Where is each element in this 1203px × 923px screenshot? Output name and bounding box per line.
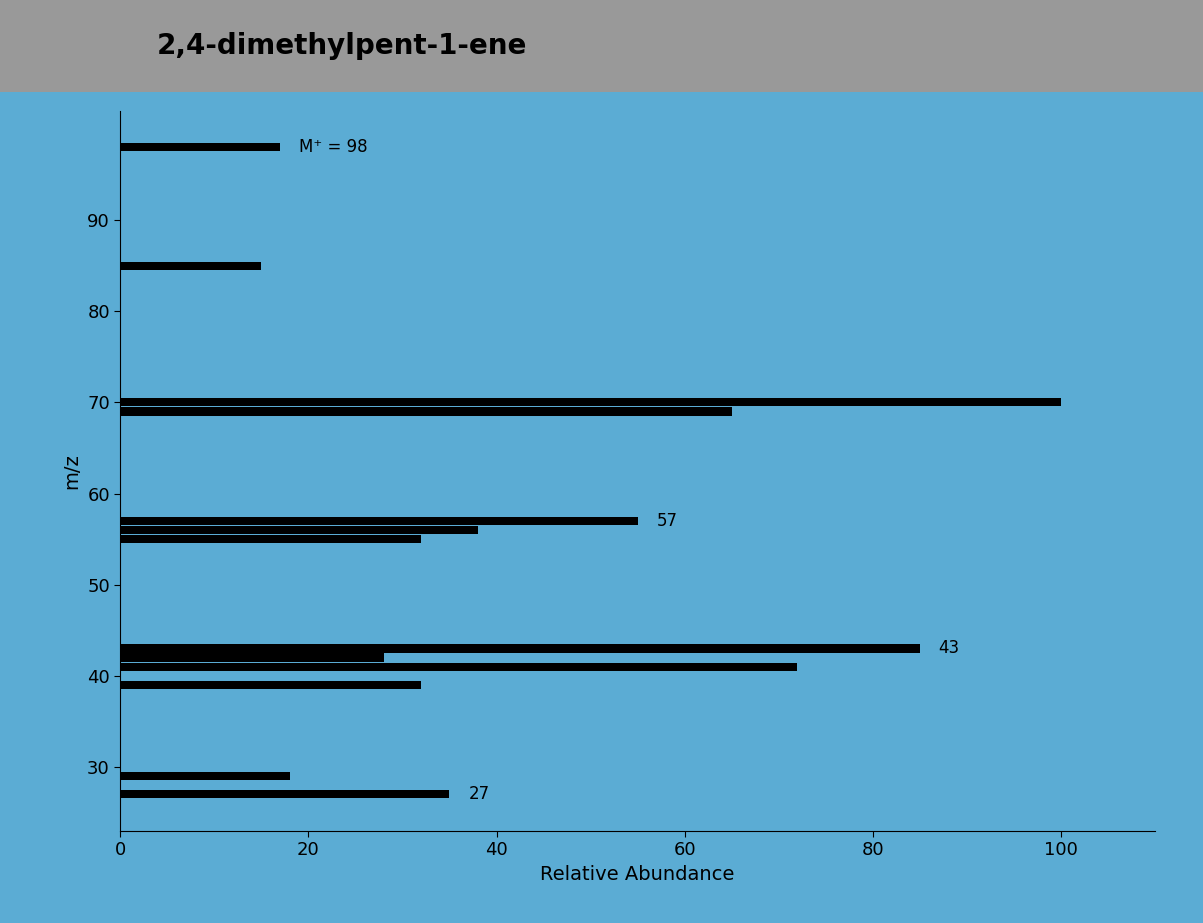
Text: 57: 57 [657, 512, 677, 530]
Bar [120, 535, 421, 543]
Bar [120, 143, 280, 151]
Bar [120, 772, 290, 780]
X-axis label: Relative Abundance: Relative Abundance [540, 865, 735, 883]
Bar [120, 407, 731, 415]
Y-axis label: m/z: m/z [63, 453, 82, 488]
Text: 27: 27 [468, 785, 490, 803]
Bar [120, 399, 1061, 406]
Bar [120, 790, 450, 798]
Bar [120, 653, 384, 662]
Text: 2,4-dimethylpent-1-ene: 2,4-dimethylpent-1-ene [156, 32, 527, 60]
Bar [120, 526, 478, 534]
Bar [120, 261, 261, 270]
Text: 43: 43 [938, 640, 960, 657]
Bar [120, 663, 798, 671]
Bar [120, 517, 638, 525]
Bar [120, 681, 421, 689]
Text: M⁺ = 98: M⁺ = 98 [300, 138, 368, 156]
Bar [120, 644, 920, 653]
